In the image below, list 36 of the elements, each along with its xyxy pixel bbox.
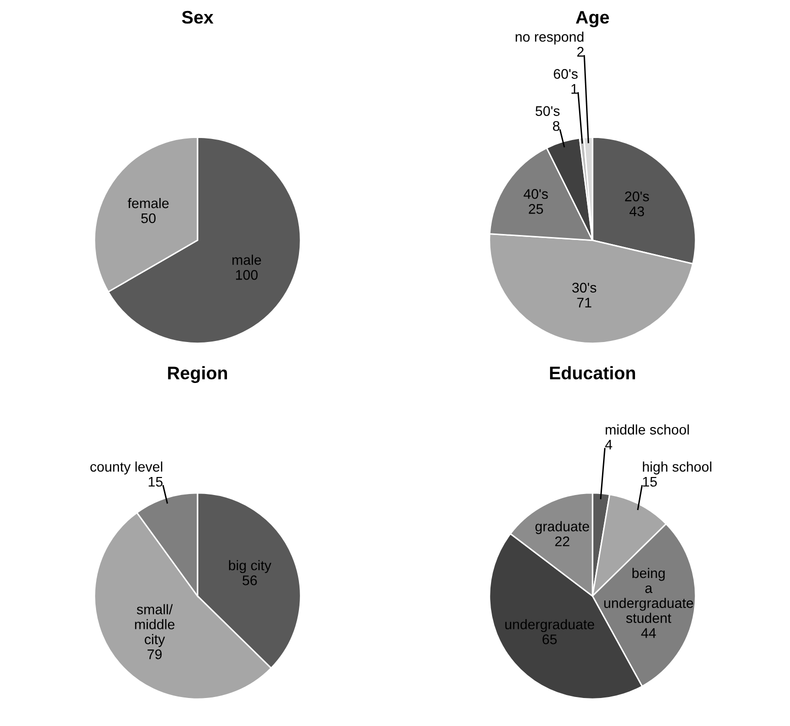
data-label: 15: [148, 476, 163, 487]
slice-label: undergraduate: [505, 619, 594, 632]
slice-label: high school: [642, 462, 712, 474]
data-label: 100: [236, 270, 258, 280]
chart-title: Sex: [182, 10, 214, 24]
slice-label: small/ middle city: [135, 604, 174, 648]
slice-label: graduate: [535, 521, 590, 534]
data-label: 79: [148, 649, 162, 660]
slice-label: 60's: [554, 69, 578, 79]
data-label: 25: [528, 204, 543, 214]
data-label: 43: [630, 206, 644, 216]
chart-title: Age: [576, 11, 609, 28]
data-label: 71: [577, 298, 592, 308]
data-label: 4: [605, 440, 612, 450]
data-label: 65: [542, 634, 557, 644]
slice-label: 30's: [572, 282, 596, 293]
slice-label: 20's: [625, 191, 649, 202]
data-label: 15: [643, 476, 657, 487]
data-label: 1: [571, 84, 578, 94]
data-label: 56: [242, 575, 257, 586]
data-label: 22: [555, 536, 570, 546]
slice-label: big city: [229, 560, 272, 574]
slice-label: county level: [90, 462, 162, 474]
slice-label: no respond: [516, 32, 584, 45]
data-label: 8: [552, 121, 560, 131]
data-label: 2: [577, 46, 584, 57]
slice-label: 50's: [536, 106, 560, 116]
slice-label: male: [232, 254, 262, 265]
slice-label: being a undergraduate student: [604, 568, 694, 623]
chart-title: Region: [168, 366, 227, 384]
slice-label: middle school: [606, 424, 689, 435]
slice-label: 40's: [524, 189, 548, 199]
data-label: 44: [641, 628, 656, 638]
chart-title: Education: [550, 366, 636, 380]
slice-label: female: [128, 198, 169, 208]
data-label: 50: [141, 213, 156, 224]
